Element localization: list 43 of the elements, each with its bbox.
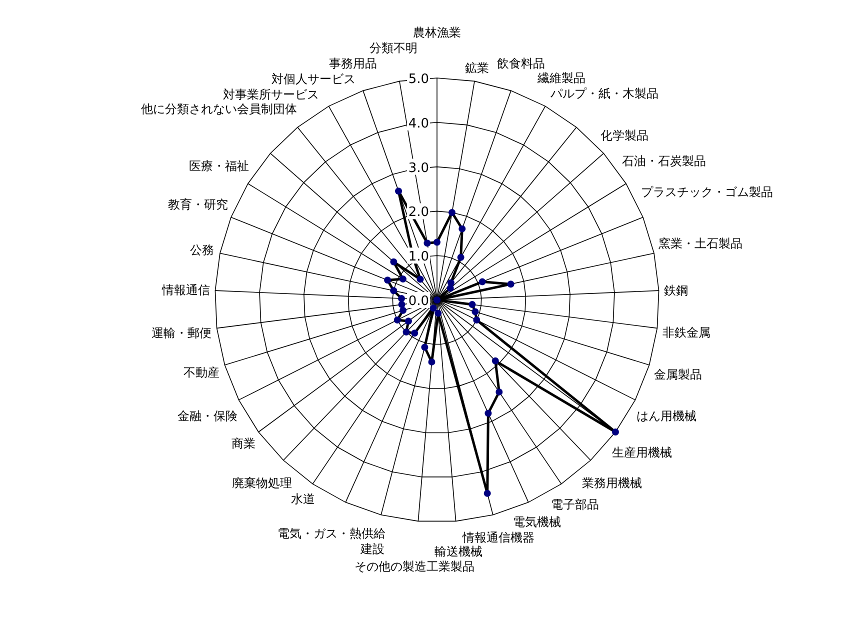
- spoke-label: プラスチック・ゴム製品: [640, 185, 773, 200]
- spoke-label: 対個人サービス: [271, 72, 356, 86]
- spoke-label: はん用機械: [636, 409, 696, 424]
- spoke-label: 非鉄金属: [662, 326, 711, 340]
- spoke-label: 不動産: [184, 366, 220, 380]
- y-tick-label: 1.0: [408, 250, 429, 265]
- spoke-label: その他の製造工業製品: [354, 560, 474, 574]
- y-tick-label: 0.0: [408, 294, 429, 309]
- spoke-label: 情報通信: [161, 282, 210, 297]
- spoke-label: 生産用機械: [612, 445, 672, 460]
- spoke-label: 建設: [359, 542, 384, 556]
- spoke-label: 事務用品: [329, 56, 378, 70]
- spoke-label: 対事業所サービス: [222, 88, 319, 102]
- spoke-label: 金融・保険: [178, 409, 238, 424]
- spoke-label: 石油・石炭製品: [622, 154, 706, 168]
- spoke-label: パルプ・紙・木製品: [549, 86, 658, 100]
- spoke-label: 他に分類されない会員制団体: [141, 102, 298, 116]
- spoke-label: 運輸・郵便: [151, 326, 212, 340]
- spoke-label: 業務用機械: [582, 476, 642, 490]
- spoke-label: 窯業・土石製品: [658, 236, 742, 251]
- spoke-label: 鉱業: [464, 61, 489, 75]
- spoke-label: 公務: [190, 242, 214, 257]
- spoke-label: 情報通信機器: [462, 530, 535, 544]
- spoke-label: 水道: [290, 492, 315, 506]
- spoke-label: 電気機械: [513, 515, 562, 530]
- spoke-label: 農林漁業: [413, 26, 461, 40]
- y-tick-label: 5.0: [408, 72, 429, 87]
- spoke-label: 飲食料品: [496, 56, 545, 70]
- spoke-label: 輸送機械: [434, 544, 482, 559]
- y-tick-label: 4.0: [408, 116, 429, 132]
- spoke-label: 医療・福祉: [188, 159, 249, 174]
- spoke-label: 商業: [231, 436, 256, 451]
- spoke-label: 教育・研究: [168, 198, 228, 212]
- spoke-label: 鉄鋼: [664, 283, 688, 298]
- spoke-label: 電気・ガス・熱供給: [278, 526, 386, 540]
- spoke-label: 廃棄物処理: [232, 476, 292, 490]
- spoke-label: 金属製品: [654, 367, 702, 382]
- spoke-label: 化学製品: [600, 128, 648, 143]
- spoke-label: 電子部品: [550, 498, 599, 512]
- y-tick-label: 3.0: [408, 160, 429, 176]
- spoke-label: 繊維製品: [536, 71, 586, 85]
- spoke-label: 分類不明: [370, 41, 418, 56]
- y-tick-label: 2.0: [408, 205, 429, 220]
